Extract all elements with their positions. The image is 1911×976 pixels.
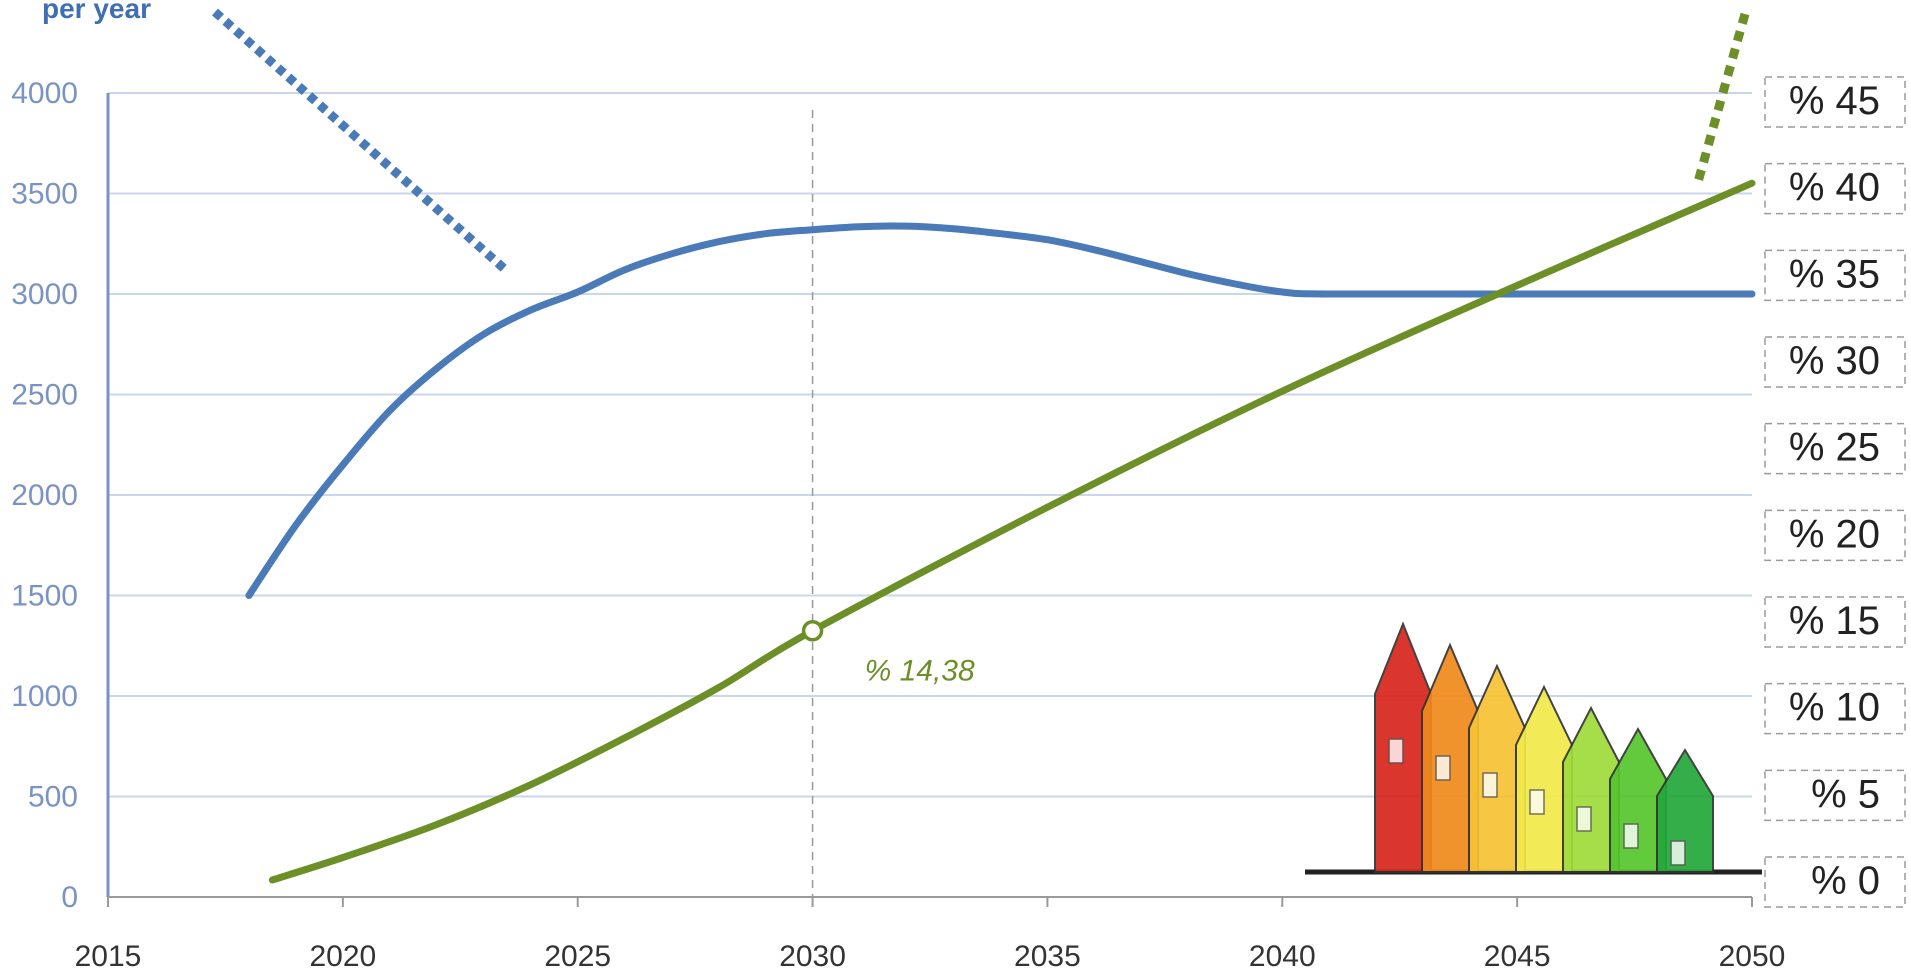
y-tick-label: 3500	[11, 178, 78, 211]
x-tick-label: 2025	[544, 940, 611, 973]
right-tick-box	[1764, 682, 1906, 735]
blue-series-line	[245, 222, 1756, 599]
right-tick-box	[1764, 76, 1906, 128]
right-axis-tick-labels: % 0 % 5 % 10 % 15 % 20 % 25 % 30 % 35 % 40 % 45	[1764, 76, 1906, 908]
right-tick-label: % 5	[1811, 772, 1880, 816]
right-tick-label: % 20	[1789, 512, 1880, 556]
y-tick-label: 0	[61, 881, 78, 914]
right-tick-box	[1764, 856, 1906, 908]
corner-label: per year	[42, 0, 151, 24]
x-tick-label: 2035	[1014, 940, 1081, 973]
house-window	[1529, 789, 1545, 815]
right-tick-box	[1764, 422, 1906, 475]
left-axis-tick-labels: 0 500 1000 1500 2000 2500 3000 3500 4000	[11, 77, 78, 914]
right-tick-label: % 45	[1789, 79, 1880, 123]
energy-rating-houses-icon	[1305, 621, 1762, 875]
right-tick-label: % 40	[1789, 166, 1880, 210]
y-tick-label: 4000	[11, 77, 78, 110]
right-tick-label: % 35	[1789, 252, 1880, 296]
right-tick-label: % 25	[1789, 426, 1880, 470]
house-window	[1670, 840, 1686, 866]
right-tick-box	[1764, 509, 1906, 562]
right-tick-box	[1764, 162, 1906, 215]
house-window	[1435, 755, 1451, 781]
y-tick-label: 3000	[11, 278, 78, 311]
x-tick-label: 2050	[1719, 940, 1786, 973]
house-window	[1482, 772, 1498, 798]
green-pointer	[1693, 12, 1750, 184]
annotation-marks: % 14,38	[801, 619, 975, 688]
y-tick-label: 2000	[11, 479, 78, 512]
right-tick-box	[1764, 769, 1906, 822]
house-window	[1388, 738, 1404, 764]
y-tick-label: 500	[28, 781, 78, 814]
pointer-lines	[212, 8, 1750, 276]
right-tick-label: % 30	[1789, 339, 1880, 383]
y-tick-label: 1000	[11, 680, 78, 713]
blue-pointer	[212, 8, 511, 276]
annotation-point	[801, 619, 824, 642]
axes	[106, 93, 1753, 907]
x-tick-label: 2015	[75, 940, 142, 973]
y-tick-label: 2500	[11, 379, 78, 412]
house-window	[1623, 823, 1639, 849]
x-tick-label: 2030	[779, 940, 846, 973]
y-tick-label: 1500	[11, 580, 78, 613]
annotation-label: % 14,38	[865, 655, 975, 688]
gridlines	[108, 92, 1752, 798]
house-window	[1576, 806, 1592, 832]
right-tick-label: % 10	[1789, 686, 1880, 730]
right-tick-box	[1764, 596, 1906, 648]
right-tick-label: % 15	[1789, 599, 1880, 643]
x-tick-label: 2045	[1484, 940, 1551, 973]
x-tick-label: 2040	[1249, 940, 1316, 973]
x-axis-tick-labels: 2015 2020 2025 2030 2035 2040 2045 2050	[75, 940, 1786, 973]
x-tick-label: 2020	[309, 940, 376, 973]
right-tick-box	[1764, 249, 1906, 302]
right-tick-box	[1764, 336, 1906, 388]
right-tick-label: % 0	[1811, 859, 1880, 903]
